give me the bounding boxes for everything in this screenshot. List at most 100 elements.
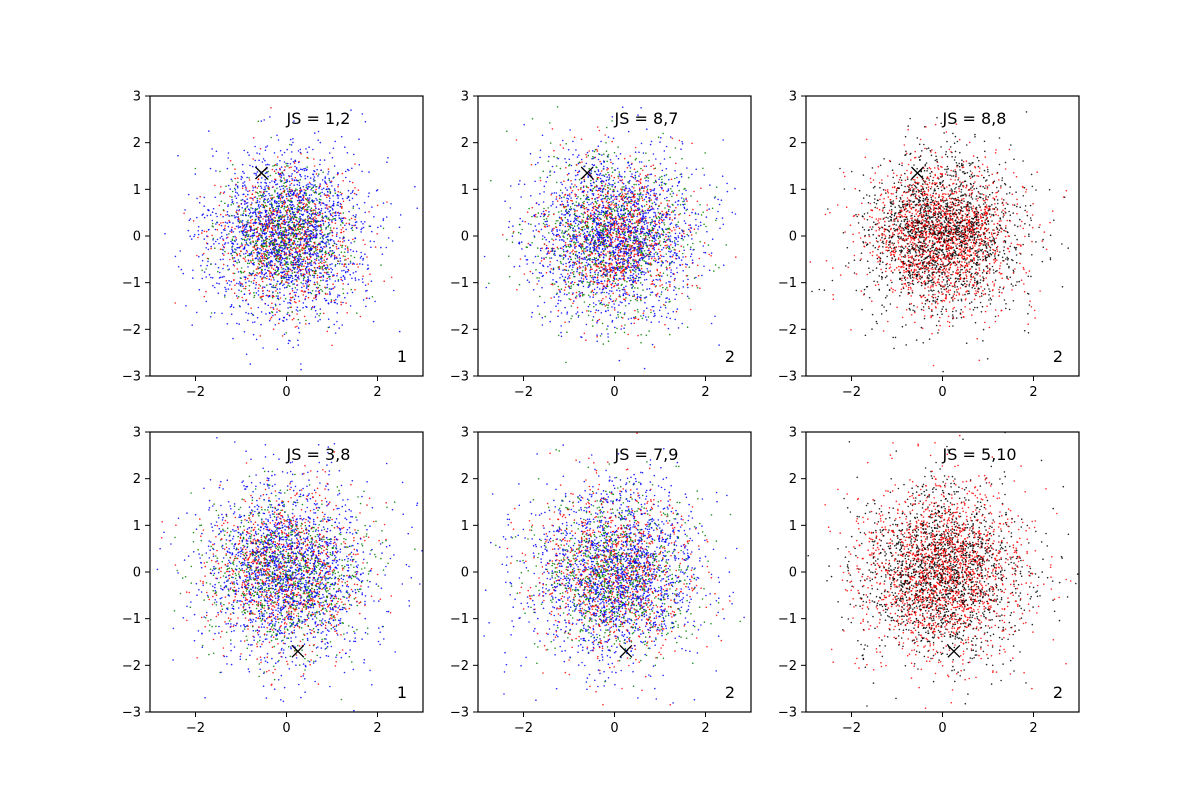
point-series-1 (575, 174, 577, 177)
point-series-2 (356, 263, 358, 266)
point-series-3 (307, 218, 309, 220)
point-series-1 (248, 239, 251, 241)
point-series-1 (606, 167, 608, 169)
point-series-2 (614, 272, 617, 275)
point-series-1 (513, 265, 516, 268)
point-series-1 (271, 219, 274, 221)
point-series-1 (283, 283, 285, 286)
point-series-2 (304, 290, 307, 293)
point-series-3 (307, 219, 309, 222)
point-series-2 (614, 206, 616, 208)
point-series-1 (278, 260, 281, 263)
point-series-3 (297, 205, 300, 208)
point-series-2 (333, 299, 336, 302)
point-series-2 (263, 222, 266, 225)
point-series-1 (280, 241, 283, 243)
point-series-3 (277, 255, 279, 258)
point-series-1 (565, 262, 567, 265)
point-series-2 (249, 197, 251, 199)
point-series-1 (697, 225, 700, 228)
point-series-2 (301, 229, 304, 231)
point-series-2 (658, 222, 661, 225)
point-series-2 (270, 227, 273, 230)
point-series-1 (315, 214, 318, 216)
point-series-1 (198, 201, 201, 204)
point-series-1 (235, 216, 237, 218)
point-series-1 (304, 230, 307, 232)
point-series-3 (273, 164, 276, 167)
point-series-3 (290, 194, 293, 196)
point-series-2 (257, 266, 259, 268)
point-series-3 (588, 303, 591, 306)
point-series-1 (350, 109, 352, 111)
point-series-1 (358, 164, 361, 166)
point-series-1 (288, 315, 291, 317)
point-series-1 (609, 216, 611, 218)
point-series-2 (268, 290, 271, 293)
point-series-3 (592, 283, 594, 285)
point-series-3 (292, 283, 294, 285)
point-series-1 (271, 243, 274, 245)
point-series-3 (574, 257, 577, 260)
point-series-3 (259, 194, 262, 197)
point-series-1 (225, 290, 227, 293)
point-series-3 (302, 220, 304, 223)
point-series-2 (279, 197, 282, 200)
point-series-1 (208, 130, 210, 132)
point-series-3 (295, 245, 298, 247)
point-series-3 (273, 244, 276, 246)
point-series-1 (283, 300, 285, 303)
point-series-1 (399, 214, 402, 216)
point-series-2 (328, 219, 331, 221)
point-series-2 (607, 168, 609, 170)
point-series-1 (345, 266, 348, 268)
point-series-1 (364, 253, 366, 255)
point-series-3 (356, 312, 358, 314)
point-series-1 (292, 261, 295, 264)
point-series-2 (275, 224, 278, 226)
point-series-2 (261, 296, 263, 298)
point-series-1 (313, 176, 316, 178)
point-series-2 (342, 230, 345, 233)
point-series-1 (197, 230, 199, 232)
point-series-3 (248, 225, 251, 227)
point-series-1 (382, 218, 385, 220)
point-series-1 (226, 211, 229, 213)
point-series-2 (321, 231, 324, 234)
point-series-1 (244, 239, 246, 242)
point-series-3 (279, 179, 282, 181)
point-series-3 (284, 185, 286, 188)
point-series-3 (316, 212, 319, 214)
point-series-1 (297, 197, 300, 199)
point-series-3 (582, 220, 584, 222)
point-series-2 (294, 326, 297, 328)
point-series-1 (267, 304, 270, 307)
point-series-1 (212, 155, 214, 157)
point-series-1 (355, 193, 358, 196)
point-series-1 (295, 224, 298, 226)
point-series-1 (314, 190, 317, 193)
point-series-2 (600, 282, 602, 285)
point-series-3 (686, 233, 689, 236)
point-series-2 (299, 200, 301, 202)
point-series-1 (348, 223, 351, 226)
point-series-1 (265, 223, 268, 226)
point-series-2 (347, 249, 349, 251)
point-series-1 (623, 286, 625, 289)
point-series-3 (624, 212, 626, 214)
point-series-1 (256, 247, 259, 250)
point-series-1 (307, 230, 309, 233)
point-series-2 (334, 222, 337, 225)
point-series-1 (317, 130, 320, 133)
point-series-1 (644, 301, 646, 304)
point-series-3 (277, 257, 279, 260)
point-series-1 (328, 177, 330, 180)
point-series-1 (261, 177, 263, 179)
point-series-3 (273, 248, 275, 250)
point-series-3 (319, 312, 322, 315)
point-series-2 (298, 249, 301, 251)
point-series-3 (287, 232, 290, 234)
point-series-1 (381, 253, 384, 255)
point-series-1 (326, 283, 329, 286)
point-series-3 (262, 241, 265, 243)
